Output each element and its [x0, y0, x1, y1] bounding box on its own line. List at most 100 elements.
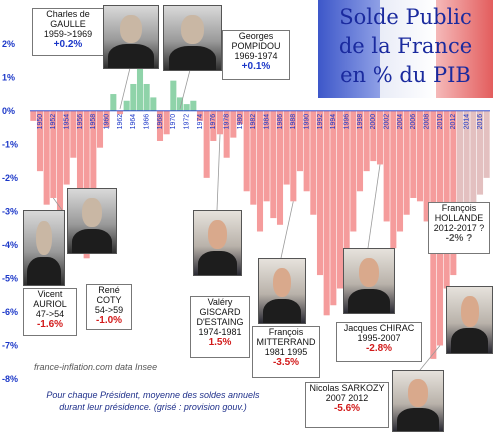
- bar-1986: [276, 110, 284, 225]
- x-tick-label: 1952: [50, 114, 57, 130]
- president-average: -5.6%: [333, 403, 361, 414]
- president-label-auriol: Vicent AURIOL 47->54 -1.6%: [23, 288, 77, 336]
- x-tick-label: 1996: [344, 114, 351, 130]
- bar-1976: [210, 110, 217, 141]
- portrait-giscard: [193, 210, 242, 276]
- portrait-auriol: [23, 210, 65, 286]
- bar-2016: [476, 110, 484, 195]
- bar-1985: [270, 110, 277, 219]
- president-name: D'ESTAING: [196, 317, 244, 327]
- bar-1955: [70, 110, 77, 158]
- bar-1959: [96, 110, 104, 148]
- footnote: Pour chaque Président, moyenne des solde…: [8, 389, 298, 413]
- x-tick-label: 1958: [90, 114, 97, 130]
- president-name: GISCARD: [199, 307, 241, 317]
- x-tick-label: 2008: [424, 114, 431, 130]
- bar-2017: [483, 110, 490, 178]
- x-tick-label: 2002: [384, 114, 391, 130]
- x-tick-label: 1988: [290, 114, 297, 130]
- bar-1958: [90, 110, 97, 219]
- y-tick-label: -1%: [2, 139, 18, 149]
- bar-1949: [30, 110, 37, 121]
- president-name: GAULLE: [50, 19, 86, 29]
- president-term: 1959->1969: [43, 29, 93, 39]
- bar-1999: [363, 110, 370, 172]
- bar-1968: [156, 110, 164, 141]
- bar-1960: [103, 110, 110, 128]
- x-tick-label: 1964: [130, 114, 137, 130]
- y-tick-label: -3%: [2, 206, 18, 216]
- bar-1975: [203, 110, 210, 178]
- president-name: Georges: [238, 31, 274, 41]
- bar-1990: [303, 110, 310, 192]
- x-tick-label: 1994: [330, 114, 337, 130]
- president-label-pompidou: Georges POMPIDOU 1969-1974 +0.1%: [222, 30, 290, 80]
- x-tick-label: 1960: [104, 114, 111, 130]
- bar-1953: [56, 110, 64, 255]
- bar-1996: [343, 110, 350, 255]
- bar-1973: [190, 100, 197, 111]
- bar-1965: [136, 63, 144, 111]
- bar-2008: [423, 110, 430, 222]
- bar-1954: [63, 110, 70, 185]
- x-axis: 1950 1952 1954 1956 1958 1960 1962 1964 1966 1968…: [37, 114, 484, 130]
- bar-1970: [170, 80, 177, 111]
- x-tick-label: 2016: [477, 114, 484, 130]
- x-tick-label: 1968: [157, 114, 164, 130]
- president-label-mitterrand: François MITTERRAND 1981 1995 -3.5%: [252, 326, 320, 378]
- president-term: 1969-1974: [234, 51, 278, 61]
- bar-1995: [336, 110, 344, 289]
- president-average: +0.2%: [53, 39, 83, 50]
- president-label-de-gaulle: Charles de GAULLE 1959->1969 +0.2%: [32, 8, 104, 56]
- x-tick-label: 2014: [464, 114, 471, 130]
- bar-2006: [410, 110, 417, 198]
- chart-title: Solde Public de la France en % du PIB: [318, 3, 493, 90]
- y-tick-label: -5%: [2, 273, 18, 283]
- connector-line: [280, 201, 294, 259]
- president-name: François: [268, 327, 304, 337]
- president-term: 2007 2012: [325, 393, 369, 403]
- president-name: René: [98, 285, 120, 295]
- x-tick-label: 1990: [304, 114, 311, 130]
- president-name: MITTERRAND: [256, 337, 316, 347]
- x-tick-label: 1950: [37, 114, 44, 130]
- x-tick-label: 2006: [410, 114, 417, 130]
- bar-1961: [110, 94, 117, 111]
- president-name: AURIOL: [33, 299, 67, 309]
- president-label-hollande: François HOLLANDE 2012-2017 ? -2% ?: [428, 202, 490, 254]
- x-tick-label: 1954: [64, 114, 71, 130]
- bar-2007: [416, 110, 424, 202]
- x-tick-label: 2012: [450, 114, 457, 130]
- bar-1984: [263, 110, 270, 202]
- bar-1994: [330, 110, 337, 306]
- y-tick-label: 0%: [2, 106, 15, 116]
- president-label-chirac: Jacques CHIRAC 1995-2007 -2.8%: [336, 322, 422, 362]
- president-term: 54->59: [94, 305, 124, 315]
- x-tick-label: 1992: [317, 114, 324, 130]
- president-name: François: [441, 203, 477, 213]
- portrait-coty: [67, 188, 117, 254]
- bar-1950: [36, 110, 44, 172]
- x-tick-label: 1956: [77, 114, 84, 130]
- president-label-giscard: Valéry GISCARD D'ESTAING 1974-1981 1.5%: [190, 296, 250, 358]
- flag-blue-stripe: [318, 0, 380, 98]
- bar-1991: [310, 110, 317, 215]
- president-name: Vicent: [37, 289, 63, 299]
- bar-1952: [50, 110, 57, 198]
- x-tick-label: 1986: [277, 114, 284, 130]
- bar-1974: [196, 110, 204, 121]
- x-tick-label: 1998: [357, 114, 364, 130]
- footnote-line: durant leur présidence. (grisé : provisi…: [59, 402, 247, 412]
- bar-1992: [316, 110, 324, 276]
- bar-2013: [456, 110, 464, 245]
- x-tick-label: 2004: [397, 114, 404, 130]
- bar-2014: [463, 110, 470, 232]
- x-tick-label: 1974: [197, 114, 204, 130]
- y-tick-label: -6%: [2, 307, 18, 317]
- y-tick-label: 2%: [2, 39, 15, 49]
- connector-line: [52, 197, 63, 211]
- bar-1978: [223, 110, 230, 158]
- bar-1997: [350, 110, 357, 232]
- bar-1971: [176, 97, 184, 111]
- chart-title-line: Solde Public: [339, 5, 472, 29]
